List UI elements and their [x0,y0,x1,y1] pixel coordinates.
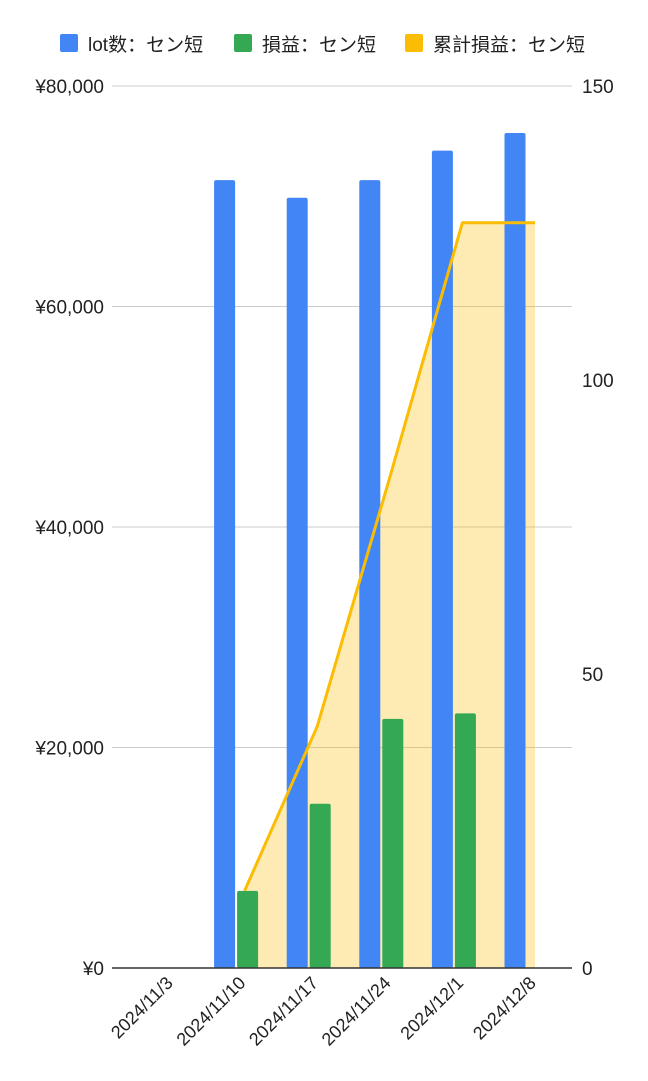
legend-item-cumulative[interactable]: 累計損益：セン短 [405,28,585,58]
y-left-tick-label: ¥60,000 [34,298,104,319]
legend-label-lot: lot数：セン短 [88,34,204,56]
chart-legend: lot数：セン短 損益：セン短 累計損益：セン短 [0,28,648,58]
lot-bar [286,197,308,969]
y-right-tick-label: 100 [582,371,614,392]
y-left-tick-label: ¥20,000 [34,739,104,760]
profit-bar [309,803,331,968]
x-tick-label: 2024/11/24 [318,973,395,1050]
profit-bar [454,713,476,968]
y-left-tick-label: ¥80,000 [34,77,104,98]
lot-bar [504,133,526,969]
lot-bar [359,180,381,968]
y-right-tick-label: 0 [582,959,593,980]
x-tick-label: 2024/11/17 [245,973,322,1050]
x-tick-label: 2024/11/3 [107,973,177,1043]
legend-label-profit: 損益：セン短 [262,34,377,56]
y-left-tick-label: ¥40,000 [34,518,104,539]
cumulative-line [243,221,535,892]
profit-bar [382,718,404,968]
x-tick-label: 2024/12/8 [469,973,540,1044]
legend-swatch-profit [234,34,252,52]
y-right-tick-label: 150 [582,77,614,98]
x-tick-label: 2024/12/1 [396,973,467,1044]
lot-bar [431,150,453,968]
lot-bar [214,180,236,968]
legend-label-cumulative: 累計損益：セン短 [433,34,586,56]
x-tick-label: 2024/11/10 [173,973,250,1050]
legend-item-profit[interactable]: 損益：セン短 [234,28,376,58]
y-left-tick-label: ¥0 [82,959,104,980]
legend-swatch-lot [60,34,78,52]
legend-item-lot[interactable]: lot数：セン短 [60,28,203,58]
legend-swatch-cumulative [405,34,423,52]
y-right-tick-label: 50 [582,665,603,686]
profit-bar [237,890,259,968]
